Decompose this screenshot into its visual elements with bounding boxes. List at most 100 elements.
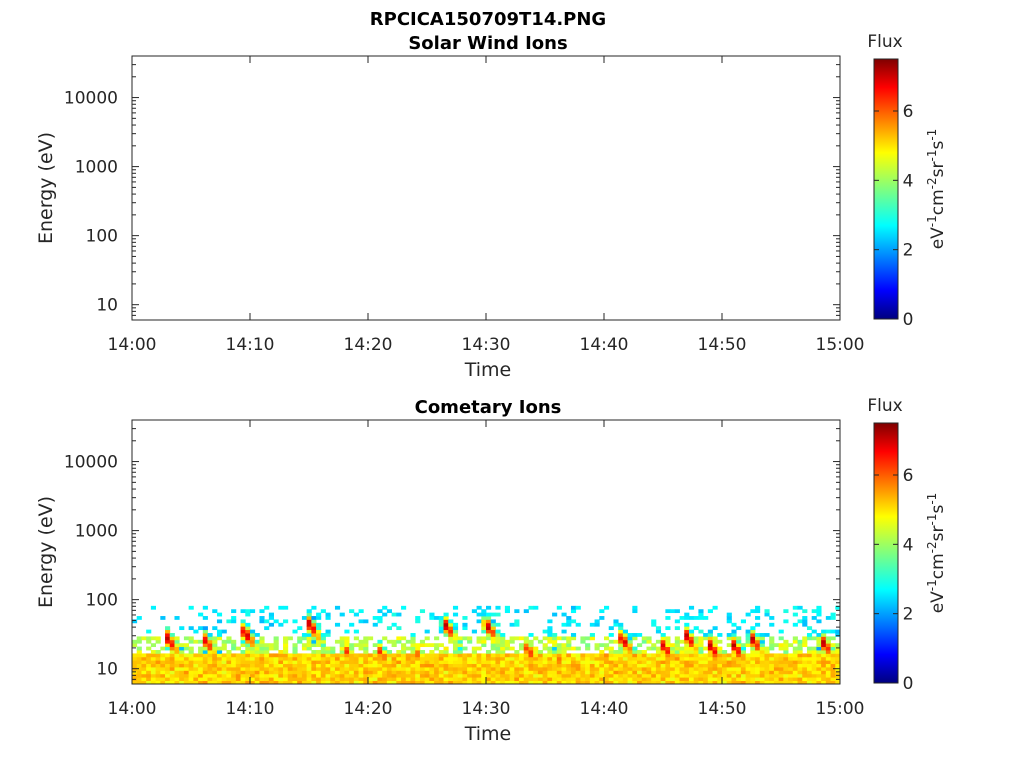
heatmap-cell [349,643,355,648]
heatmap-cell [792,677,798,681]
heatmap-cell [618,667,624,671]
heatmap-cell [301,673,308,678]
heatmap-cell [245,633,251,637]
heatmap-cell [698,677,704,681]
heatmap-cell [679,667,685,671]
heatmap-cell [821,660,827,665]
heatmap-cell [641,673,647,678]
heatmap-cell [174,646,180,651]
heatmap-cell [467,673,473,678]
heatmap-cell [816,650,822,654]
heatmap-cell [268,646,274,651]
heatmap-cell [235,667,241,671]
heatmap-cell [320,633,326,637]
heatmap-cell [183,670,190,675]
heatmap-cell [552,643,558,648]
heatmap-cell [481,663,487,668]
heatmap-cell [169,677,175,681]
heatmap-cell [377,619,383,624]
heatmap-cell [712,646,718,651]
heatmap-cell [830,629,836,634]
heatmap-cell [495,612,501,617]
heatmap-cell [740,677,746,681]
heatmap-cell [363,677,369,681]
heatmap-cell [575,673,581,678]
heatmap-cell [722,663,728,668]
heatmap-cell [410,646,416,651]
heatmap-cell [316,612,322,617]
heatmap-cell [401,646,407,651]
heatmap-cell [349,646,355,651]
heatmap-cell [372,670,378,675]
heatmap-cell [495,643,501,648]
heatmap-cell [670,650,676,654]
heatmap-cell [835,663,841,668]
heatmap-cell [670,673,676,678]
heatmap-cell [622,646,628,651]
heatmap-cell [745,663,751,668]
heatmap-cell [750,663,756,668]
heatmap-cell [599,609,605,614]
heatmap-cell [245,667,251,671]
heatmap-cell [443,626,449,631]
heatmap-cell [462,653,468,658]
heatmap-cell [764,670,770,675]
heatmap-cell [717,639,723,644]
heatmap-cell [523,643,529,648]
heatmap-cell [646,677,652,681]
heatmap-cell [821,629,827,634]
heatmap-cell [637,633,643,637]
heatmap-cell [816,677,822,681]
heatmap-cell [755,653,761,658]
heatmap-cell [537,673,544,678]
heatmap-cell [674,626,680,631]
heatmap-cell [750,633,756,637]
heatmap-cell [679,616,685,620]
heatmap-cell [613,650,619,654]
heatmap-cell [235,670,241,675]
heatmap-cell [835,605,841,610]
heatmap-cell [235,646,241,651]
heatmap-cell [736,643,742,648]
heatmap-cell [726,619,732,624]
heatmap-cell [660,660,666,665]
heatmap-cell [264,677,270,681]
heatmap-cell [349,673,355,678]
heatmap-cell [216,633,223,637]
heatmap-cell [188,673,194,678]
heatmap-cell [179,677,185,681]
heatmap-cell [165,626,171,631]
heatmap-cell [674,660,680,665]
heatmap-cell [250,609,256,614]
heatmap-cell [655,677,662,681]
heatmap-cell [311,656,317,661]
heatmap-cell [613,673,619,678]
heatmap-cell [443,677,449,681]
heatmap-cell [792,646,798,651]
heatmap-cell [674,609,680,614]
heatmap-cell [330,660,336,665]
heatmap-cell [830,677,836,681]
heatmap-cell [740,650,746,654]
heatmap-cell [519,646,525,651]
heatmap-cell [297,673,303,678]
heatmap-cell [604,605,610,610]
heatmap-cell [457,680,463,685]
heatmap-cell [674,636,680,641]
heatmap-cell [141,677,147,681]
heatmap-cell [250,636,256,641]
heatmap-cell [169,667,175,671]
heatmap-cell [561,650,567,654]
heatmap-cell [250,667,256,671]
heatmap-cell [717,660,723,665]
heatmap-cell [320,667,326,671]
heatmap-cell [618,680,624,685]
heatmap-cell [165,633,171,637]
colorbar-title: Flux [867,32,902,52]
heatmap-cell [401,656,407,661]
heatmap-cell [665,673,671,678]
heatmap-cell [486,673,492,678]
heatmap-cell [589,677,595,681]
heatmap-cell [202,673,208,678]
